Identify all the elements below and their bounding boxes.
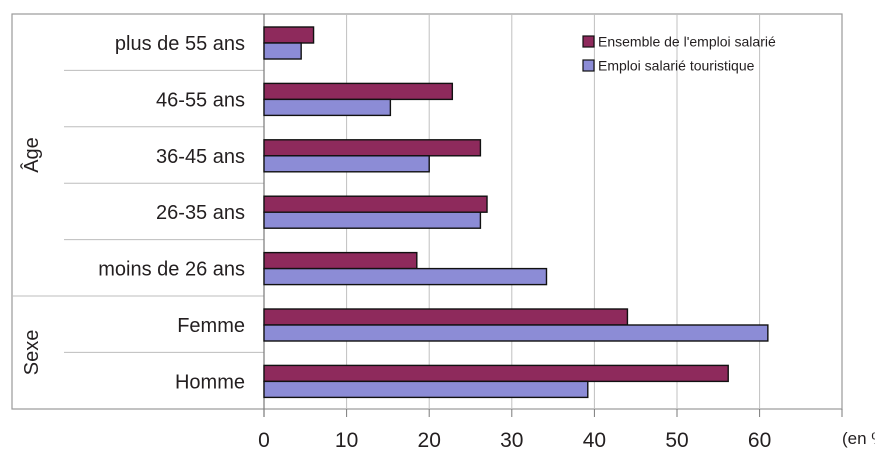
x-tick-labels: 0 10 20 30 40 50 60 xyxy=(258,409,843,452)
category-label: 36-45 ans xyxy=(156,146,245,168)
legend-label: Emploi salarié touristique xyxy=(598,58,755,74)
legend-swatch xyxy=(582,59,595,72)
x-tick-label: 20 xyxy=(418,429,441,452)
bar-touristique xyxy=(263,324,769,342)
bar-ensemble xyxy=(263,364,729,383)
category-label: plus de 55 ans xyxy=(115,33,245,55)
category-label: moins de 26 ans xyxy=(98,259,245,281)
category-label: 46-55 ans xyxy=(156,89,245,111)
legend: Ensemble de l'emploi salarié Emploi salar… xyxy=(582,34,776,74)
bar-ensemble xyxy=(263,139,482,157)
category-label: Femme xyxy=(177,315,245,337)
bar-ensemble xyxy=(263,82,454,101)
x-tick-label: 50 xyxy=(665,429,688,452)
group-label: Sexe xyxy=(21,330,43,376)
bar-ensemble xyxy=(263,308,629,326)
bar-touristique xyxy=(263,211,482,229)
bars xyxy=(263,26,769,399)
bar-ensemble xyxy=(263,251,418,270)
bar-ensemble xyxy=(263,26,315,44)
category-label: Homme xyxy=(175,371,245,393)
bar-touristique xyxy=(263,380,589,399)
x-unit-label: (en %) xyxy=(842,429,875,448)
group-label: Âge xyxy=(20,137,43,173)
plot-border xyxy=(11,13,843,410)
legend-label: Ensemble de l'emploi salarié xyxy=(598,34,776,50)
x-tick-label: 40 xyxy=(583,429,606,452)
category-labels: plus de 55 ans 46-55 ans 36-45 ans 26-35 an… xyxy=(98,33,245,393)
category-label: 26-35 ans xyxy=(156,202,245,224)
x-tick-label: 10 xyxy=(335,429,358,452)
x-tick-label: 0 xyxy=(258,429,270,452)
legend-swatch xyxy=(582,35,595,48)
bar-ensemble xyxy=(263,195,488,213)
x-tick-label: 60 xyxy=(748,429,771,452)
bar-touristique xyxy=(263,155,430,173)
bar-touristique xyxy=(263,42,302,60)
group-labels: Âge Sexe xyxy=(20,137,43,375)
bar-touristique xyxy=(263,98,392,117)
plot-frame xyxy=(11,13,843,410)
x-tick-label: 30 xyxy=(500,429,523,452)
bar-touristique xyxy=(263,267,548,286)
